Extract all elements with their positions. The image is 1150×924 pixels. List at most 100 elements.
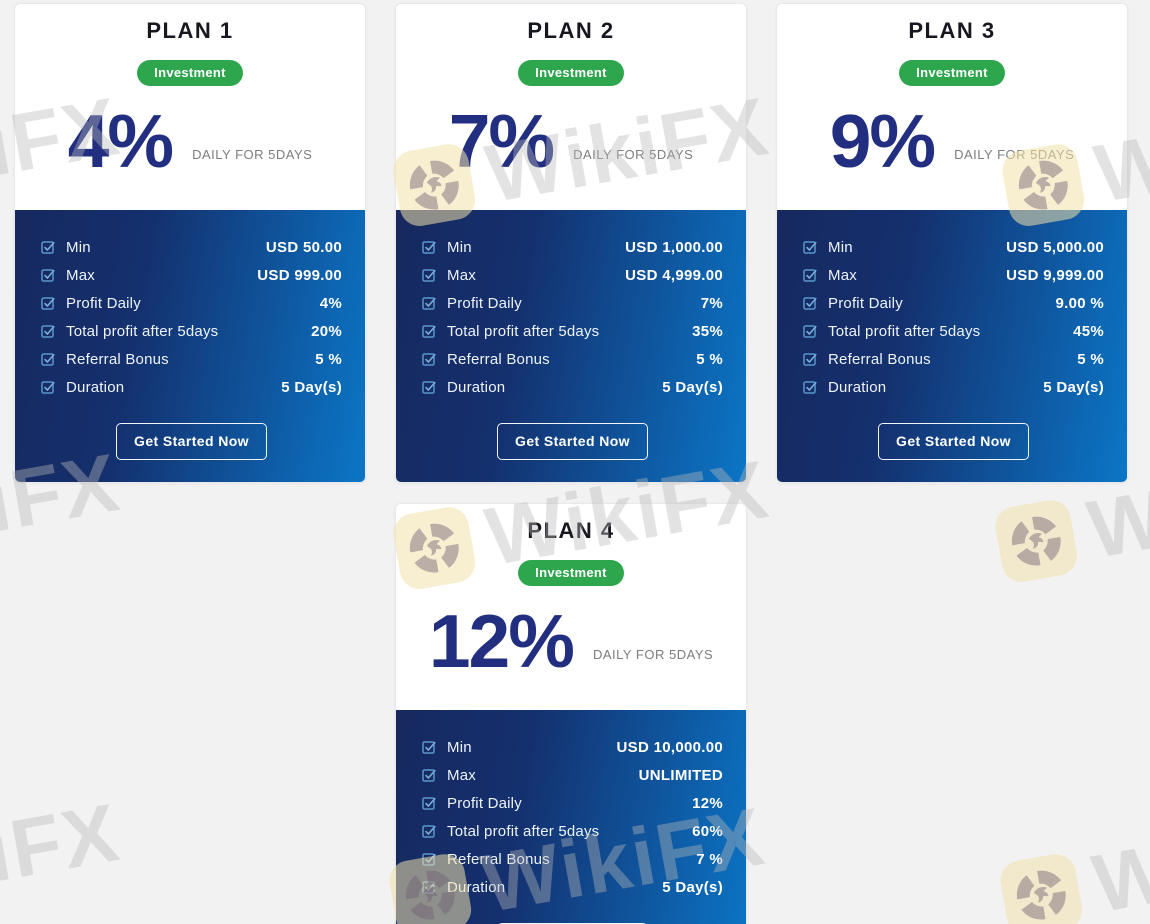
- plan-title: PLAN 1: [146, 18, 234, 43]
- feature-label: Duration: [66, 378, 125, 396]
- investment-badge: Investment: [518, 560, 624, 586]
- feature-row: Profit Daily 12%: [422, 789, 723, 817]
- rate-caption: DAILY FOR 5DAYS: [592, 647, 714, 663]
- feature-value: USD 4,999.00: [625, 266, 723, 284]
- feature-label: Profit Daily: [828, 294, 903, 312]
- feature-value: 4%: [319, 294, 342, 312]
- feature-label: Profit Daily: [447, 294, 522, 312]
- get-started-button[interactable]: Get Started Now: [497, 423, 648, 460]
- checkbox-icon: [41, 352, 55, 366]
- plan-card: PLAN 4 Investment 12% DAILY FOR 5DAYS Mi…: [395, 503, 747, 924]
- feature-value: 5 Day(s): [1043, 378, 1104, 396]
- feature-panel: Min USD 1,000.00 Max USD 4,999.00 Profit…: [396, 210, 746, 482]
- feature-panel: Min USD 50.00 Max USD 999.00 Profit Dail…: [15, 210, 365, 482]
- feature-row: Profit Daily 4%: [41, 289, 342, 317]
- feature-label: Total profit after 5days: [828, 322, 981, 340]
- feature-value: USD 5,000.00: [1006, 238, 1104, 256]
- checkbox-icon: [422, 796, 436, 810]
- feature-label: Duration: [828, 378, 887, 396]
- checkbox-icon: [422, 380, 436, 394]
- feature-row: Referral Bonus 5 %: [41, 345, 342, 373]
- feature-label: Referral Bonus: [447, 350, 550, 368]
- feature-row: Referral Bonus 5 %: [422, 345, 723, 373]
- feature-row: Min USD 10,000.00: [422, 733, 723, 761]
- feature-value: USD 999.00: [257, 266, 342, 284]
- feature-row: Referral Bonus 5 %: [803, 345, 1104, 373]
- plan-rate: 4%: [67, 99, 174, 183]
- checkbox-icon: [422, 824, 436, 838]
- plan-header: PLAN 2 Investment 7% DAILY FOR 5DAYS: [396, 4, 746, 210]
- feature-label: Min: [447, 238, 472, 256]
- plan-rate: 12%: [428, 599, 575, 683]
- feature-value: USD 1,000.00: [625, 238, 723, 256]
- checkbox-icon: [803, 296, 817, 310]
- feature-label: Total profit after 5days: [447, 322, 600, 340]
- checkbox-icon: [422, 324, 436, 338]
- feature-label: Profit Daily: [447, 794, 522, 812]
- checkbox-icon: [422, 240, 436, 254]
- checkbox-icon: [422, 768, 436, 782]
- feature-label: Referral Bonus: [828, 350, 931, 368]
- checkbox-icon: [41, 268, 55, 282]
- feature-value: 5 %: [696, 350, 723, 368]
- rate-caption: DAILY FOR 5DAYS: [954, 147, 1075, 163]
- plan-card: PLAN 1 Investment 4% DAILY FOR 5DAYS Min…: [14, 3, 366, 483]
- feature-row: Max USD 9,999.00: [803, 261, 1104, 289]
- investment-badge: Investment: [137, 60, 243, 86]
- plan-header: PLAN 4 Investment 12% DAILY FOR 5DAYS: [396, 504, 746, 710]
- feature-row: Total profit after 5days 45%: [803, 317, 1104, 345]
- checkbox-icon: [422, 296, 436, 310]
- feature-value: 9.00 %: [1055, 294, 1104, 312]
- plan-card: PLAN 2 Investment 7% DAILY FOR 5DAYS Min…: [395, 3, 747, 483]
- feature-value: 60%: [692, 822, 723, 840]
- checkbox-icon: [803, 268, 817, 282]
- feature-value: 12%: [692, 794, 723, 812]
- feature-row: Max UNLIMITED: [422, 761, 723, 789]
- checkbox-icon: [41, 380, 55, 394]
- feature-panel: Min USD 5,000.00 Max USD 9,999.00 Profit…: [777, 210, 1127, 482]
- rate-caption: DAILY FOR 5DAYS: [573, 147, 694, 163]
- checkbox-icon: [422, 268, 436, 282]
- checkbox-icon: [803, 380, 817, 394]
- plan-title: PLAN 3: [908, 18, 996, 43]
- feature-label: Profit Daily: [66, 294, 141, 312]
- feature-row: Total profit after 5days 35%: [422, 317, 723, 345]
- feature-row: Duration 5 Day(s): [803, 373, 1104, 401]
- feature-label: Duration: [447, 378, 506, 396]
- feature-label: Max: [66, 266, 95, 284]
- plan-rate: 7%: [448, 99, 555, 183]
- feature-value: UNLIMITED: [638, 766, 723, 784]
- feature-label: Referral Bonus: [447, 850, 550, 868]
- plan-header: PLAN 3 Investment 9% DAILY FOR 5DAYS: [777, 4, 1127, 210]
- feature-row: Max USD 4,999.00: [422, 261, 723, 289]
- checkbox-icon: [803, 324, 817, 338]
- feature-label: Max: [447, 266, 476, 284]
- feature-label: Min: [828, 238, 853, 256]
- feature-row: Duration 5 Day(s): [422, 873, 723, 901]
- checkbox-icon: [803, 240, 817, 254]
- feature-label: Referral Bonus: [66, 350, 169, 368]
- feature-label: Max: [828, 266, 857, 284]
- feature-value: 20%: [311, 322, 342, 340]
- feature-row: Referral Bonus 7 %: [422, 845, 723, 873]
- checkbox-icon: [41, 240, 55, 254]
- feature-row: Min USD 1,000.00: [422, 233, 723, 261]
- checkbox-icon: [422, 740, 436, 754]
- feature-row: Duration 5 Day(s): [41, 373, 342, 401]
- checkbox-icon: [41, 324, 55, 338]
- feature-value: USD 10,000.00: [616, 738, 723, 756]
- get-started-button[interactable]: Get Started Now: [116, 423, 267, 460]
- feature-value: 7%: [700, 294, 723, 312]
- feature-value: 5 Day(s): [662, 878, 723, 896]
- checkbox-icon: [422, 852, 436, 866]
- feature-value: 45%: [1073, 322, 1104, 340]
- feature-row: Min USD 50.00: [41, 233, 342, 261]
- investment-badge: Investment: [899, 60, 1005, 86]
- plan-card: PLAN 3 Investment 9% DAILY FOR 5DAYS Min…: [776, 3, 1128, 483]
- feature-row: Profit Daily 9.00 %: [803, 289, 1104, 317]
- get-started-button[interactable]: Get Started Now: [878, 423, 1029, 460]
- investment-badge: Investment: [518, 60, 624, 86]
- checkbox-icon: [803, 352, 817, 366]
- feature-value: USD 9,999.00: [1006, 266, 1104, 284]
- plan-rate: 9%: [829, 99, 936, 183]
